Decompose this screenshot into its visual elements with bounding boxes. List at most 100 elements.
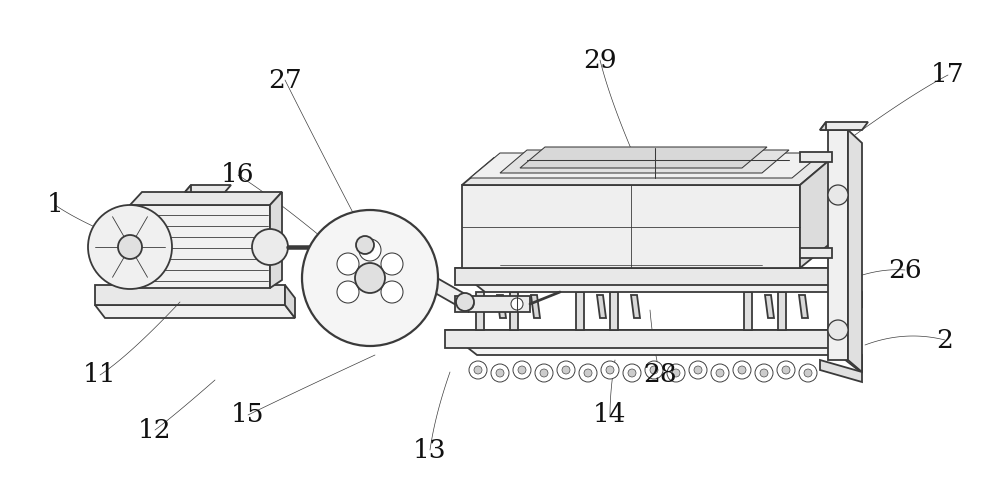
Polygon shape (500, 150, 789, 173)
Polygon shape (95, 305, 295, 318)
Circle shape (302, 210, 438, 346)
Circle shape (804, 369, 812, 377)
Polygon shape (848, 130, 862, 372)
Circle shape (456, 293, 474, 311)
Circle shape (711, 364, 729, 382)
Circle shape (799, 364, 817, 382)
Polygon shape (445, 330, 830, 348)
Circle shape (623, 364, 641, 382)
Circle shape (491, 364, 509, 382)
Polygon shape (597, 295, 606, 318)
Circle shape (252, 229, 288, 265)
Polygon shape (445, 330, 862, 355)
Polygon shape (455, 268, 832, 285)
Circle shape (337, 253, 359, 275)
Polygon shape (476, 292, 484, 330)
Polygon shape (95, 285, 285, 305)
Text: 16: 16 (221, 162, 255, 188)
Polygon shape (455, 296, 530, 312)
Polygon shape (778, 292, 786, 330)
Circle shape (359, 239, 381, 261)
Circle shape (513, 361, 531, 379)
Polygon shape (799, 295, 808, 318)
Circle shape (469, 361, 487, 379)
Polygon shape (520, 147, 767, 168)
Circle shape (584, 369, 592, 377)
Circle shape (667, 364, 685, 382)
Circle shape (535, 364, 553, 382)
Circle shape (777, 361, 795, 379)
Polygon shape (462, 158, 832, 185)
Polygon shape (631, 295, 640, 318)
Text: 2: 2 (937, 328, 953, 352)
Circle shape (511, 298, 523, 310)
Circle shape (733, 361, 751, 379)
Circle shape (355, 263, 385, 293)
Circle shape (650, 366, 658, 374)
Polygon shape (497, 295, 506, 318)
Polygon shape (470, 153, 822, 178)
Circle shape (557, 361, 575, 379)
Polygon shape (800, 152, 832, 162)
Polygon shape (130, 192, 282, 205)
Text: 27: 27 (268, 67, 302, 93)
Circle shape (337, 281, 359, 303)
Circle shape (118, 235, 142, 259)
Text: 13: 13 (413, 438, 447, 462)
Polygon shape (285, 285, 295, 318)
Text: 26: 26 (888, 257, 922, 283)
Circle shape (694, 366, 702, 374)
Polygon shape (765, 295, 774, 318)
Polygon shape (185, 185, 191, 192)
Circle shape (689, 361, 707, 379)
Text: 29: 29 (583, 48, 617, 72)
Polygon shape (820, 122, 868, 130)
Circle shape (601, 361, 619, 379)
Circle shape (828, 185, 848, 205)
Polygon shape (820, 122, 826, 130)
Polygon shape (830, 330, 862, 373)
Circle shape (782, 366, 790, 374)
Circle shape (579, 364, 597, 382)
Polygon shape (362, 239, 468, 308)
Circle shape (562, 366, 570, 374)
Polygon shape (828, 130, 848, 360)
Circle shape (518, 366, 526, 374)
Polygon shape (270, 192, 282, 288)
Circle shape (628, 369, 636, 377)
Text: 15: 15 (231, 402, 265, 428)
Circle shape (474, 366, 482, 374)
Circle shape (381, 253, 403, 275)
Circle shape (760, 369, 768, 377)
Circle shape (755, 364, 773, 382)
Polygon shape (610, 292, 618, 330)
Text: 14: 14 (593, 402, 627, 428)
Circle shape (540, 369, 548, 377)
Circle shape (606, 366, 614, 374)
Polygon shape (744, 292, 752, 330)
Polygon shape (800, 158, 832, 268)
Text: 11: 11 (83, 362, 117, 388)
Circle shape (738, 366, 746, 374)
Circle shape (496, 369, 504, 377)
Circle shape (645, 361, 663, 379)
Circle shape (88, 205, 172, 289)
Circle shape (716, 369, 724, 377)
Circle shape (462, 298, 474, 310)
Polygon shape (455, 268, 862, 292)
Text: 12: 12 (138, 417, 172, 443)
Polygon shape (130, 205, 270, 288)
Polygon shape (576, 292, 584, 330)
Circle shape (672, 369, 680, 377)
Text: 17: 17 (931, 62, 965, 88)
Polygon shape (800, 248, 832, 258)
Circle shape (356, 236, 374, 254)
Circle shape (381, 281, 403, 303)
Polygon shape (462, 185, 800, 268)
Polygon shape (531, 295, 540, 318)
Polygon shape (820, 360, 862, 382)
Circle shape (828, 320, 848, 340)
Polygon shape (185, 185, 231, 192)
Text: 28: 28 (643, 362, 677, 388)
Text: 1: 1 (47, 193, 63, 217)
